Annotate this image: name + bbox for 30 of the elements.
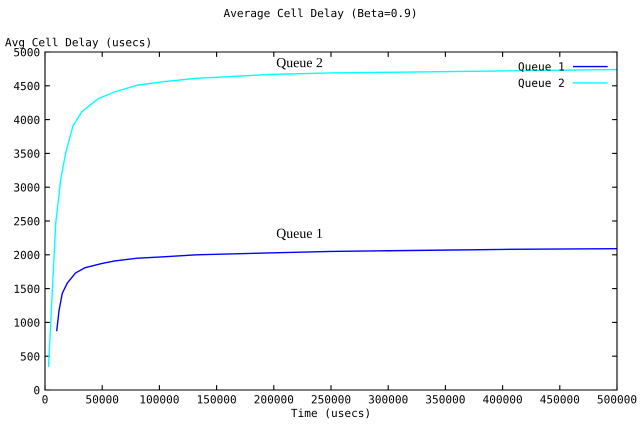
x-tick-label: 200000	[254, 395, 294, 404]
y-axis-title: Avg Cell Delay (usecs)	[5, 38, 150, 49]
y-tick-label: 3500	[14, 149, 40, 158]
x-tick-label: 300000	[368, 395, 408, 404]
x-axis-title: Time (usecs)	[291, 408, 369, 418]
x-tick-label: 350000	[426, 395, 465, 404]
line-series	[56, 248, 617, 332]
x-tick-label: 450000	[540, 395, 580, 404]
x-tick-label: 500000	[598, 395, 636, 404]
chart-title: Average Cell Delay (Beta=0.9)	[224, 8, 416, 20]
x-tick-label: 0	[42, 395, 48, 404]
x-tick-label: 50000	[86, 395, 118, 404]
y-tick-label: 4000	[14, 116, 40, 124]
x-tick-label: 400000	[483, 395, 522, 404]
y-tick-label: 1000	[14, 318, 40, 327]
annotation: Queue 2	[276, 58, 322, 70]
y-tick-label: 3000	[14, 183, 40, 192]
y-tick-label: 2500	[14, 217, 40, 226]
y-tick-label: 1500	[14, 284, 40, 294]
legend-label: Queue 1	[518, 62, 564, 72]
y-tick-label: 500	[20, 352, 40, 361]
x-tick-label: 250000	[312, 395, 350, 404]
legend-label: Queue 2	[518, 78, 564, 88]
x-tick-label: 150000	[198, 395, 236, 404]
y-tick-label: 5000	[14, 48, 40, 56]
x-tick-label: 100000	[140, 395, 179, 404]
y-tick-label: 4500	[14, 82, 40, 90]
y-tick-label: 0	[34, 386, 40, 394]
annotation: Queue 1	[276, 228, 322, 240]
y-tick-label: 2000	[14, 250, 40, 260]
